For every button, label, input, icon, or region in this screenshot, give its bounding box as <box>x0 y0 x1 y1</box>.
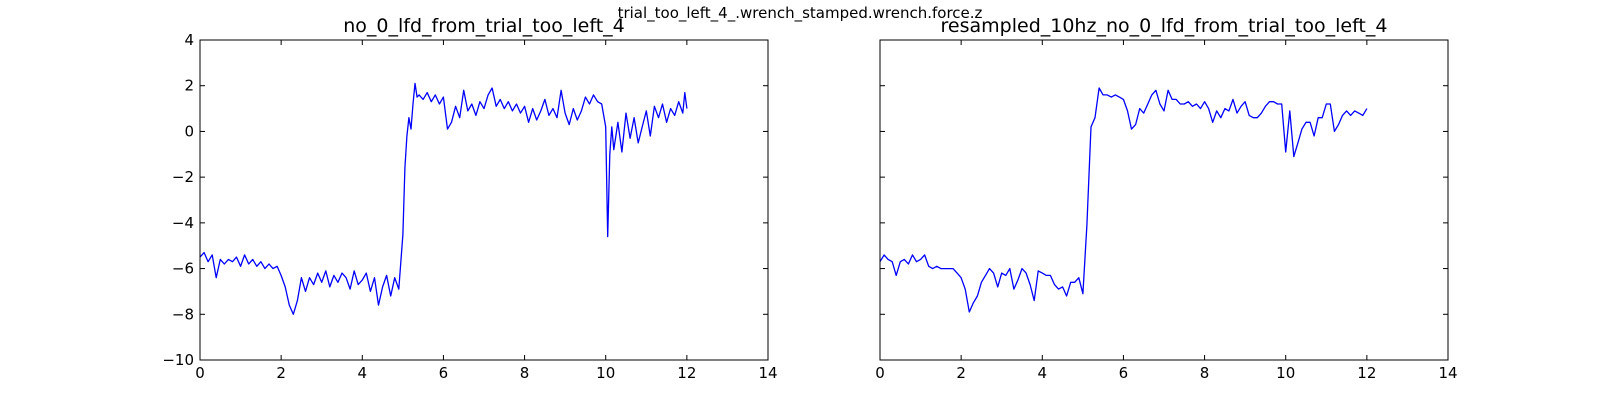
x-tick-label: 6 <box>439 364 449 382</box>
y-tick-label: 2 <box>184 77 194 95</box>
plot-frame <box>879 39 1449 361</box>
x-tick-label: 0 <box>195 364 205 382</box>
subplot-title: no_0_lfd_from_trial_too_left_4 <box>343 15 625 37</box>
x-tick-label: 8 <box>520 364 530 382</box>
x-tick-label: 4 <box>1038 364 1048 382</box>
series-line-0 <box>199 82 688 315</box>
x-tick-label: 14 <box>1438 364 1457 382</box>
x-tick-label: 2 <box>276 364 286 382</box>
x-tick-label: 4 <box>358 364 368 382</box>
y-tick-label: −8 <box>172 305 194 323</box>
plot-frame <box>199 39 769 361</box>
x-tick-label: 6 <box>1119 364 1129 382</box>
y-tick-label: 4 <box>184 31 194 49</box>
x-tick-label: 12 <box>677 364 696 382</box>
figure-title: trial_too_left_4_.wrench_stamped.wrench.… <box>617 4 983 22</box>
series-line-0 <box>879 87 1368 313</box>
y-tick-label: −6 <box>172 260 194 278</box>
subplot-left: 0 2 4 6 8 10 12 14 −10 −8 −6 −4 −2 0 2 4 no_0_lfd_from_t… <box>162 15 777 382</box>
y-tick-label: −2 <box>172 168 194 186</box>
subplot-title: resampled_10hz_no_0_lfd_from_trial_too_l… <box>941 15 1388 37</box>
subplot-right: 0 2 4 6 8 10 12 14 resampled_10hz_no_0_lfd_from_… <box>875 15 1457 382</box>
x-tick-label: 2 <box>956 364 966 382</box>
x-tick-label: 12 <box>1357 364 1376 382</box>
x-tick-label: 8 <box>1200 364 1210 382</box>
x-tick-label: 14 <box>758 364 777 382</box>
x-tick-label: 0 <box>875 364 885 382</box>
y-tick-label: 0 <box>184 122 194 140</box>
x-tick-label: 10 <box>596 364 615 382</box>
x-tick-label: 10 <box>1276 364 1295 382</box>
y-tick-label: −4 <box>172 214 194 232</box>
y-tick-label: −10 <box>162 351 194 369</box>
